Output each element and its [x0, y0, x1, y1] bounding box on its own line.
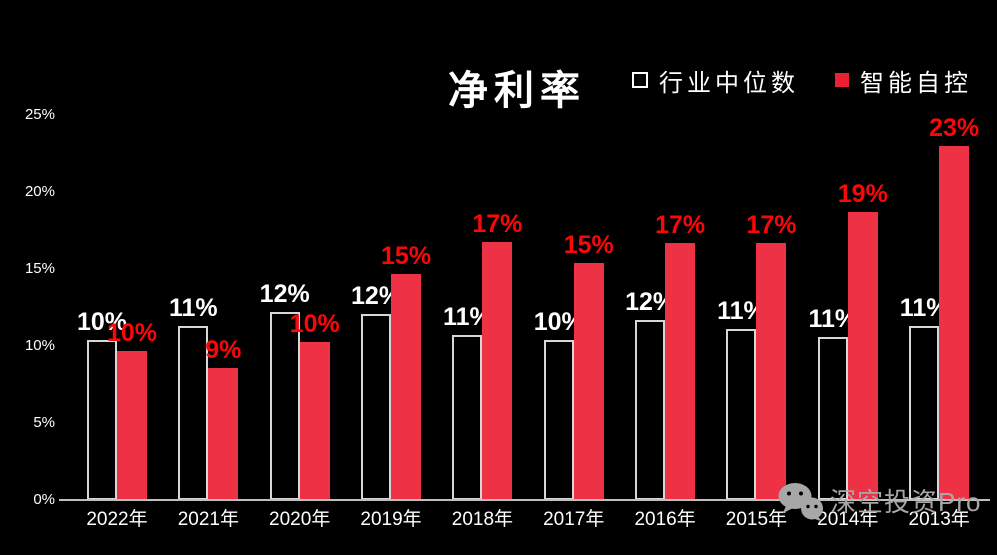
bar-zhineng-zikong-9	[847, 212, 878, 500]
data-label-industry-median-1: 10%	[76, 308, 128, 337]
x-axis-tick-label: 2017年	[543, 509, 605, 530]
bar-zhineng-zikong-2	[208, 367, 239, 500]
x-axis-tick-label: 2019年	[360, 509, 422, 530]
bar-industry-median-1	[87, 340, 117, 500]
x-axis-tick-label: 2016年	[634, 509, 696, 530]
bar-zhineng-zikong-5	[482, 241, 513, 500]
x-axis-tick-label: 2022年	[86, 509, 148, 530]
bar-industry-median-7	[635, 320, 666, 500]
bar-zhineng-zikong-3	[299, 341, 330, 500]
data-label-zhineng-zikong-10: 23%	[929, 114, 980, 143]
data-label-zhineng-zikong-7: 17%	[655, 211, 706, 240]
bar-industry-median-3	[269, 312, 300, 500]
data-label-zhineng-zikong-5: 17%	[472, 209, 523, 238]
data-label-zhineng-zikong-3: 10%	[289, 309, 340, 338]
y-axis-tick-label: 10%	[24, 337, 55, 355]
bar-zhineng-zikong-6	[573, 263, 604, 500]
y-axis-tick-label: 15%	[24, 260, 55, 278]
bar-industry-median-5	[452, 335, 483, 500]
data-label-zhineng-zikong-1: 10%	[106, 318, 158, 347]
watermark: 深空投资Pro	[777, 482, 981, 522]
x-axis-tick-label: 2014年	[817, 509, 879, 530]
y-axis-tick-label: 20%	[24, 183, 55, 201]
legend-label-zhineng-zikong: 智能自控	[860, 68, 972, 97]
data-label-industry-median-2: 11%	[169, 294, 218, 323]
bar-industry-median-10	[909, 326, 940, 500]
bar-industry-median-9	[817, 336, 848, 500]
x-axis-tick-label: 2020年	[269, 509, 331, 530]
bar-zhineng-zikong-8	[756, 243, 787, 500]
legend-item-zhineng-zikong: 智能自控	[835, 63, 972, 98]
y-axis-tick-label: 25%	[24, 106, 55, 124]
x-axis-tick-label: 2021年	[177, 509, 239, 530]
x-axis-tick-label: 2013年	[908, 509, 970, 530]
data-label-zhineng-zikong-6: 15%	[563, 231, 614, 260]
chart-title: 净利率	[448, 67, 586, 114]
watermark-text: 深空投资Pro	[830, 487, 982, 517]
data-label-zhineng-zikong-2: 9%	[205, 335, 242, 364]
y-axis-tick-label: 5%	[33, 414, 55, 432]
legend-item-industry-median: 行业中位数	[632, 63, 799, 98]
bar-zhineng-zikong-4	[391, 273, 422, 500]
bar-industry-median-4	[361, 313, 392, 500]
y-axis-tick-label: 0%	[33, 491, 55, 508]
bar-industry-median-6	[543, 340, 574, 500]
x-axis-tick-label: 2018年	[451, 509, 514, 530]
legend-swatch-outline-icon	[632, 72, 648, 88]
bar-industry-median-2	[178, 326, 209, 500]
legend-swatch-red-icon	[835, 73, 849, 87]
x-axis-line	[59, 499, 990, 501]
bar-industry-median-8	[726, 329, 757, 500]
bar-zhineng-zikong-1	[117, 350, 147, 500]
wechat-logo-icon	[778, 483, 823, 522]
legend-label-industry-median: 行业中位数	[659, 68, 799, 97]
data-label-zhineng-zikong-4: 15%	[381, 241, 432, 270]
legend: 行业中位数 智能自控	[632, 63, 972, 98]
x-axis-tick-label: 2015年	[725, 509, 788, 530]
bar-zhineng-zikong-7	[665, 243, 696, 500]
bar-zhineng-zikong-10	[939, 146, 970, 500]
data-label-industry-median-3: 12%	[259, 280, 310, 309]
data-label-zhineng-zikong-9: 19%	[837, 180, 888, 209]
data-label-zhineng-zikong-8: 17%	[746, 211, 797, 240]
